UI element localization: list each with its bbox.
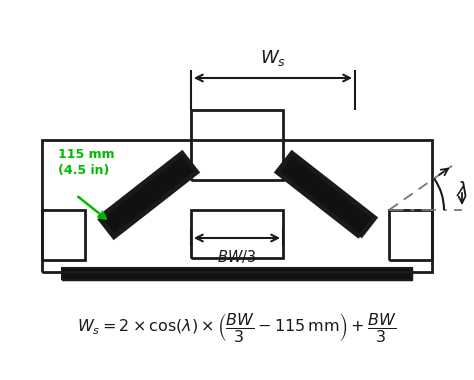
Text: 115 mm
(4.5 in): 115 mm (4.5 in) bbox=[58, 148, 115, 177]
Polygon shape bbox=[62, 268, 412, 280]
Polygon shape bbox=[99, 153, 197, 237]
Text: $W_s$: $W_s$ bbox=[260, 48, 286, 68]
Text: $\lambda$: $\lambda$ bbox=[456, 180, 468, 200]
Text: $W_s = 2 \times \cos(\lambda) \times \left(\dfrac{BW}{3} - 115\,\mathrm{mm}\righ: $W_s = 2 \times \cos(\lambda) \times \le… bbox=[77, 312, 397, 345]
Text: $BW/3$: $BW/3$ bbox=[217, 248, 257, 265]
Polygon shape bbox=[277, 153, 375, 237]
